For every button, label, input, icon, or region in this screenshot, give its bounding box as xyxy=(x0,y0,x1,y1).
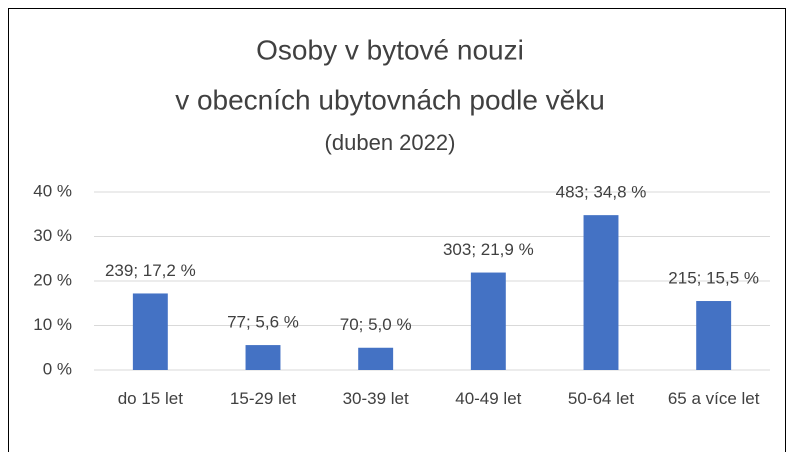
frame xyxy=(8,8,786,452)
data-label: 303; 21,9 % xyxy=(443,240,534,259)
data-label: 215; 15,5 % xyxy=(668,269,759,288)
y-tick-label: 10 % xyxy=(33,315,72,334)
chart-subtitle: (duben 2022) xyxy=(325,130,456,155)
x-tick-label: 15-29 let xyxy=(229,389,297,408)
data-label: 70; 5,0 % xyxy=(340,315,412,334)
bar xyxy=(245,345,281,370)
x-tick-label: 50-64 let xyxy=(567,389,635,408)
y-tick-label: 20 % xyxy=(33,270,72,289)
bar xyxy=(132,293,168,370)
y-tick-label: 30 % xyxy=(33,226,72,245)
bar xyxy=(470,272,506,370)
y-tick-label: 40 % xyxy=(33,181,72,200)
chart-title: Osoby v bytové nouzi xyxy=(256,34,524,65)
chart-title: v obecních ubytovnách podle věku xyxy=(175,84,605,115)
data-label: 483; 34,8 % xyxy=(556,183,647,202)
x-tick-label: do 15 let xyxy=(117,389,183,408)
x-tick-label: 30-39 let xyxy=(342,389,409,408)
data-label: 239; 17,2 % xyxy=(105,261,196,280)
bar xyxy=(583,215,619,370)
x-tick-label: 65 a více let xyxy=(667,389,760,408)
bar xyxy=(696,301,732,370)
bar xyxy=(358,347,394,370)
y-tick-label: 0 % xyxy=(43,359,72,378)
x-tick-label: 40-49 let xyxy=(455,389,522,408)
data-label: 77; 5,6 % xyxy=(227,313,299,332)
